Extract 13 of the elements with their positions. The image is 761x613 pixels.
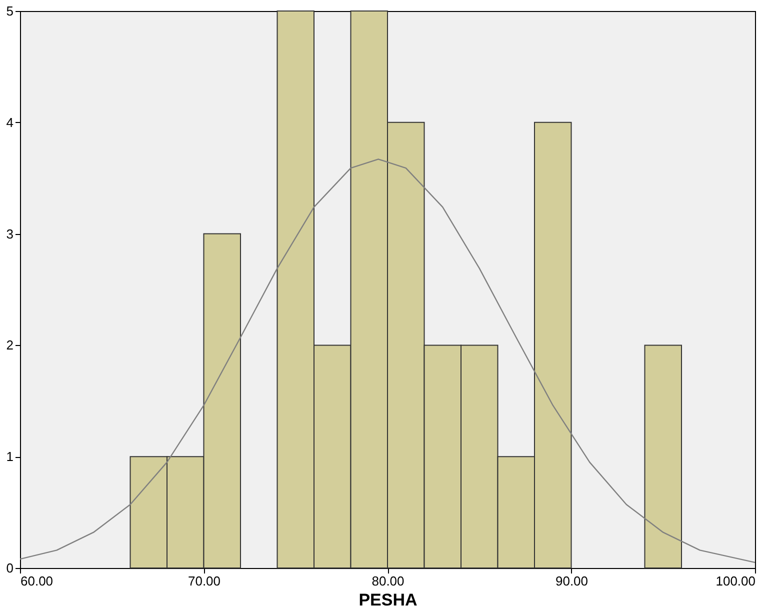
y-tick-label: 0 — [6, 560, 14, 576]
line-series — [20, 158, 755, 564]
y-tick-label: 3 — [6, 226, 14, 242]
y-tick-label: 1 — [6, 449, 14, 464]
x-tick-label: 70.00 — [188, 574, 221, 588]
y-tick-label: 4 — [6, 114, 14, 130]
x-tick-label: 100.00 — [716, 574, 756, 588]
x-axis-title: PESHA — [358, 590, 418, 610]
x-tick-label: 90.00 — [555, 574, 588, 588]
x-tick-label: 60.00 — [20, 574, 54, 588]
y-tick-label: 2 — [6, 338, 14, 353]
x-tick-label: 80.00 — [372, 574, 404, 588]
y-tick-label: 5 — [6, 4, 14, 18]
